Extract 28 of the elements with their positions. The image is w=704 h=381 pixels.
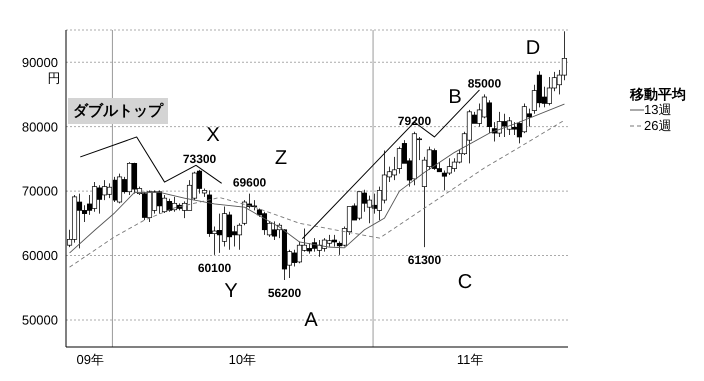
annotation: ダブルトップ (73, 102, 164, 120)
x-tick-label: 10年 (228, 352, 256, 368)
y-tick-label: 90000 (22, 54, 58, 70)
legend-label: 13週 (644, 102, 672, 118)
y-tick-label: 60000 (22, 248, 58, 264)
annotation: 73300 (182, 152, 217, 166)
annotation: 69600 (232, 176, 267, 190)
annotation: X (206, 124, 220, 146)
annotation: A (304, 309, 318, 331)
annotation: 85000 (468, 76, 502, 90)
annotation: D (526, 37, 540, 59)
y-tick-label: 50000 (22, 312, 58, 328)
legend-label: 26週 (644, 118, 672, 134)
line-series (69, 104, 565, 254)
annotation: Y (224, 280, 238, 302)
annotation: 79200 (398, 114, 432, 128)
annotation: C (458, 271, 472, 293)
annotation: 61300 (408, 253, 442, 268)
annotation: 56200 (268, 286, 302, 300)
x-tick-label: 09年 (76, 352, 104, 368)
annotation: Z (274, 147, 288, 169)
x-tick-label: 11年 (456, 352, 484, 368)
annotation: 60100 (198, 260, 232, 275)
legend-title: 移動平均 (630, 86, 687, 102)
annotation: B (448, 86, 462, 108)
y-tick-label: 70000 (22, 184, 58, 199)
y-tick-label: 80000 (22, 119, 58, 134)
y-axis-title: 円 (48, 70, 60, 86)
